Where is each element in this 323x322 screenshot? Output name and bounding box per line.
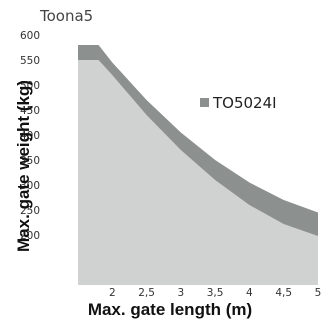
y-tick-label: 550 [20,55,40,67]
y-tick-label: 300 [20,180,40,192]
y-tick-label: 500 [20,80,40,92]
y-tick-label: 200 [20,230,40,242]
y-tick-label: 350 [20,155,40,167]
y-tick-label: 400 [20,130,40,142]
y-tick-label: 600 [20,30,40,42]
area-series-2 [78,60,318,285]
y-axis-ticks: 200 250 300 350 400 450 500 550 600 [20,30,40,242]
y-tick-label: 450 [20,105,40,117]
x-axis-ticks: 2 2,5 3 3,5 4 4,5 5 [109,287,321,299]
x-axis-label: Max. gate length (m) [88,300,252,319]
chart-title: Toona5 [39,7,93,25]
x-tick-label: 4,5 [275,287,292,299]
x-tick-label: 2,5 [138,287,155,299]
legend-label: TO5024I [212,94,277,112]
legend: TO5024I [200,94,277,112]
y-axis-label: Max. gate weight (kg) [14,80,33,252]
x-tick-label: 5 [315,287,322,299]
y-tick-label: 250 [20,205,40,217]
plot-area [78,45,318,285]
x-tick-label: 2 [109,287,116,299]
x-tick-label: 3,5 [207,287,224,299]
x-tick-label: 3 [178,287,185,299]
legend-swatch [200,98,209,107]
x-tick-label: 4 [246,287,253,299]
